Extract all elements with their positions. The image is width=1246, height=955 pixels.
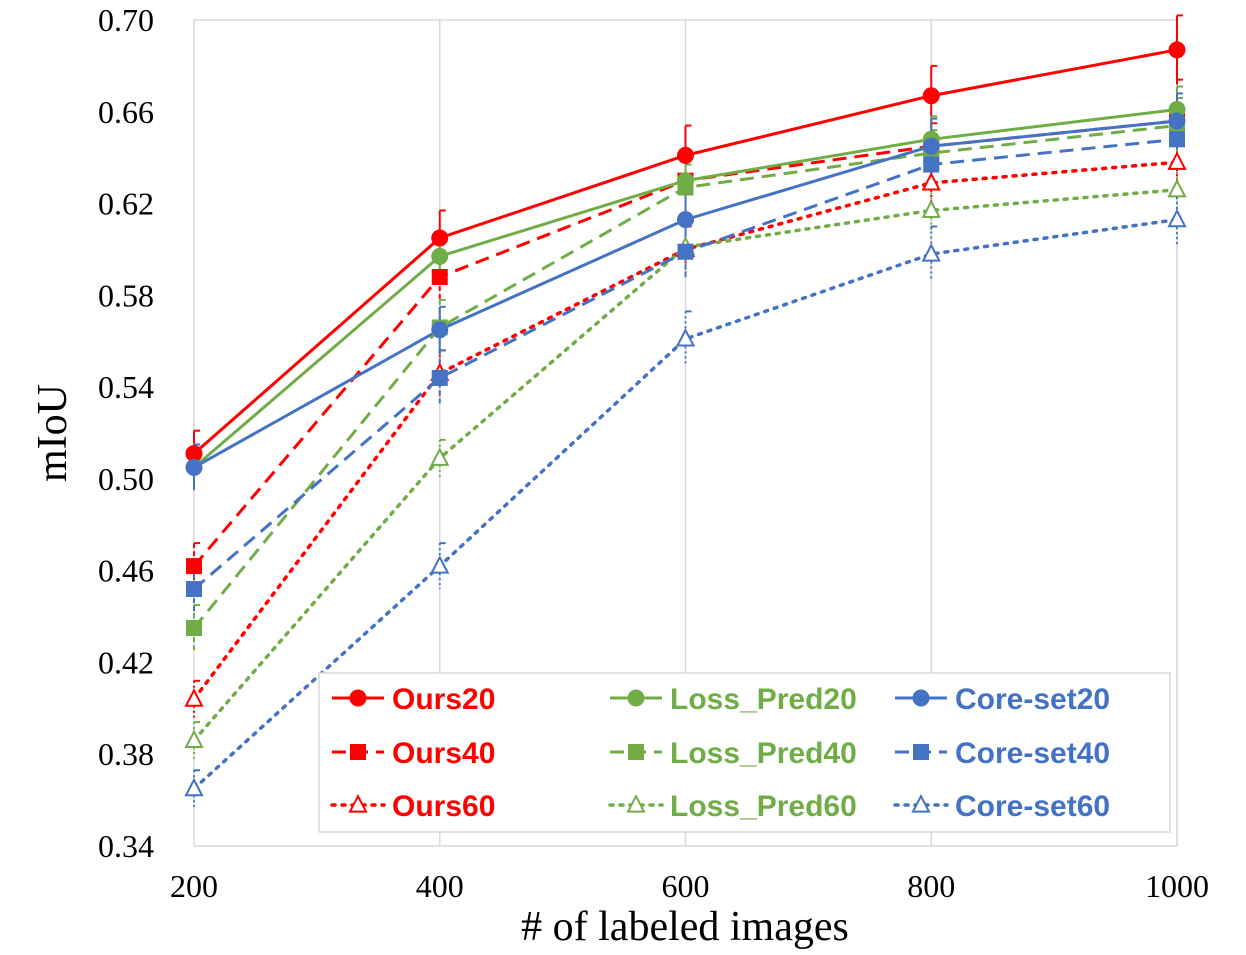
marker-core-set40 bbox=[186, 581, 202, 598]
marker-ours20 bbox=[677, 146, 694, 164]
series-line-core-set60 bbox=[192, 217, 1179, 791]
legend-label-ours20: Ours20 bbox=[392, 683, 495, 716]
marker-core-set20 bbox=[431, 321, 449, 339]
x-tick-label: 400 bbox=[416, 868, 464, 904]
legend-label-ours60: Ours60 bbox=[392, 790, 495, 823]
y-tick-label: 0.70 bbox=[98, 2, 154, 38]
legend-item-core-set60: Core-set60 bbox=[893, 790, 1110, 823]
legend-marker-ours40 bbox=[350, 744, 366, 760]
y-tick-label: 0.42 bbox=[98, 644, 154, 680]
legend-label-ours40: Ours40 bbox=[392, 737, 495, 770]
legend-item-ours20: Ours20 bbox=[332, 683, 495, 716]
marker-core-set20 bbox=[185, 458, 203, 476]
marker-core-set60 bbox=[1167, 208, 1187, 228]
marker-core-set20 bbox=[1168, 112, 1186, 130]
marker-core-set60 bbox=[675, 327, 696, 347]
y-tick-label: 0.54 bbox=[98, 369, 154, 405]
y-tick-labels: 0.34 0.38 0.42 0.46 0.50 0.54 0.58 0.62 0.66 0.70 bbox=[98, 2, 154, 864]
y-axis-title: mIoU bbox=[30, 384, 76, 482]
marker-core-set60 bbox=[921, 243, 941, 262]
legend-item-loss-pred20: Loss_Pred20 bbox=[610, 683, 857, 716]
y-tick-label: 0.58 bbox=[98, 277, 154, 313]
marker-ours40 bbox=[186, 558, 202, 575]
marker-ours20 bbox=[431, 229, 449, 247]
x-tick-labels: 200 400 600 800 1000 bbox=[170, 868, 1209, 904]
marker-core-set20 bbox=[677, 211, 694, 229]
legend-item-ours40: Ours40 bbox=[332, 737, 495, 770]
y-tick-label: 0.66 bbox=[98, 94, 154, 130]
x-tick-label: 800 bbox=[907, 868, 955, 904]
marker-loss-pred60 bbox=[1167, 178, 1187, 198]
marker-ours60 bbox=[184, 688, 204, 707]
marker-loss-pred60 bbox=[430, 447, 450, 466]
x-axis-title: # of labeled images bbox=[521, 904, 849, 950]
x-tick-label: 200 bbox=[170, 868, 218, 904]
marker-core-set40 bbox=[1169, 131, 1185, 148]
legend-marker-loss-pred20 bbox=[627, 689, 645, 707]
x-tick-label: 600 bbox=[662, 868, 710, 904]
legend-item-core-set40: Core-set40 bbox=[895, 737, 1110, 770]
markers bbox=[184, 41, 1187, 797]
legend-label-loss-pred60: Loss_Pred60 bbox=[670, 790, 857, 823]
marker-ours40 bbox=[431, 268, 448, 285]
legend-label-core-set20: Core-set20 bbox=[955, 683, 1110, 716]
legend-marker-core-set40 bbox=[913, 744, 929, 760]
legend-marker-loss-pred40 bbox=[628, 744, 644, 760]
legend-marker-loss-pred60 bbox=[626, 794, 646, 813]
marker-loss-pred20 bbox=[431, 247, 449, 265]
legend-label-core-set40: Core-set40 bbox=[955, 737, 1110, 770]
legend-marker-core-set20 bbox=[912, 689, 930, 707]
legend: Ours20 Ours40 Ours60 Loss_Pred20 Loss_Pred40… bbox=[318, 672, 1171, 833]
legend-label-loss-pred40: Loss_Pred40 bbox=[670, 737, 857, 770]
legend-box bbox=[318, 672, 1171, 833]
marker-core-set40 bbox=[923, 156, 940, 173]
y-tick-label: 0.34 bbox=[98, 828, 154, 864]
marker-loss-pred40 bbox=[186, 620, 202, 637]
legend-item-loss-pred60: Loss_Pred60 bbox=[608, 790, 857, 823]
marker-loss-pred20 bbox=[677, 172, 694, 190]
marker-core-set60 bbox=[184, 777, 204, 797]
legend-item-loss-pred40: Loss_Pred40 bbox=[610, 737, 857, 770]
legend-marker-ours20 bbox=[349, 689, 367, 707]
marker-ours20 bbox=[922, 87, 940, 105]
marker-ours60 bbox=[921, 171, 941, 191]
marker-core-set40 bbox=[431, 369, 448, 386]
legend-item-core-set20: Core-set20 bbox=[895, 683, 1110, 716]
marker-loss-pred60 bbox=[921, 199, 941, 219]
marker-ours20 bbox=[1168, 41, 1186, 59]
series-line-loss-pred60 bbox=[192, 188, 1179, 743]
y-tick-label: 0.50 bbox=[98, 461, 154, 497]
legend-marker-ours60 bbox=[348, 794, 368, 813]
y-tick-label: 0.46 bbox=[98, 553, 154, 589]
legend-label-loss-pred20: Loss_Pred20 bbox=[670, 683, 857, 716]
y-tick-label: 0.38 bbox=[98, 736, 154, 772]
marker-ours60 bbox=[1167, 151, 1187, 170]
legend-label-core-set60: Core-set60 bbox=[955, 790, 1110, 823]
marker-loss-pred60 bbox=[184, 729, 204, 749]
y-tick-label: 0.62 bbox=[98, 186, 154, 222]
marker-core-set40 bbox=[677, 243, 694, 260]
legend-marker-core-set60 bbox=[911, 794, 931, 813]
marker-core-set20 bbox=[922, 137, 940, 155]
legend-item-ours60: Ours60 bbox=[330, 790, 495, 823]
marker-core-set60 bbox=[430, 555, 450, 574]
x-tick-label: 1000 bbox=[1145, 868, 1209, 904]
